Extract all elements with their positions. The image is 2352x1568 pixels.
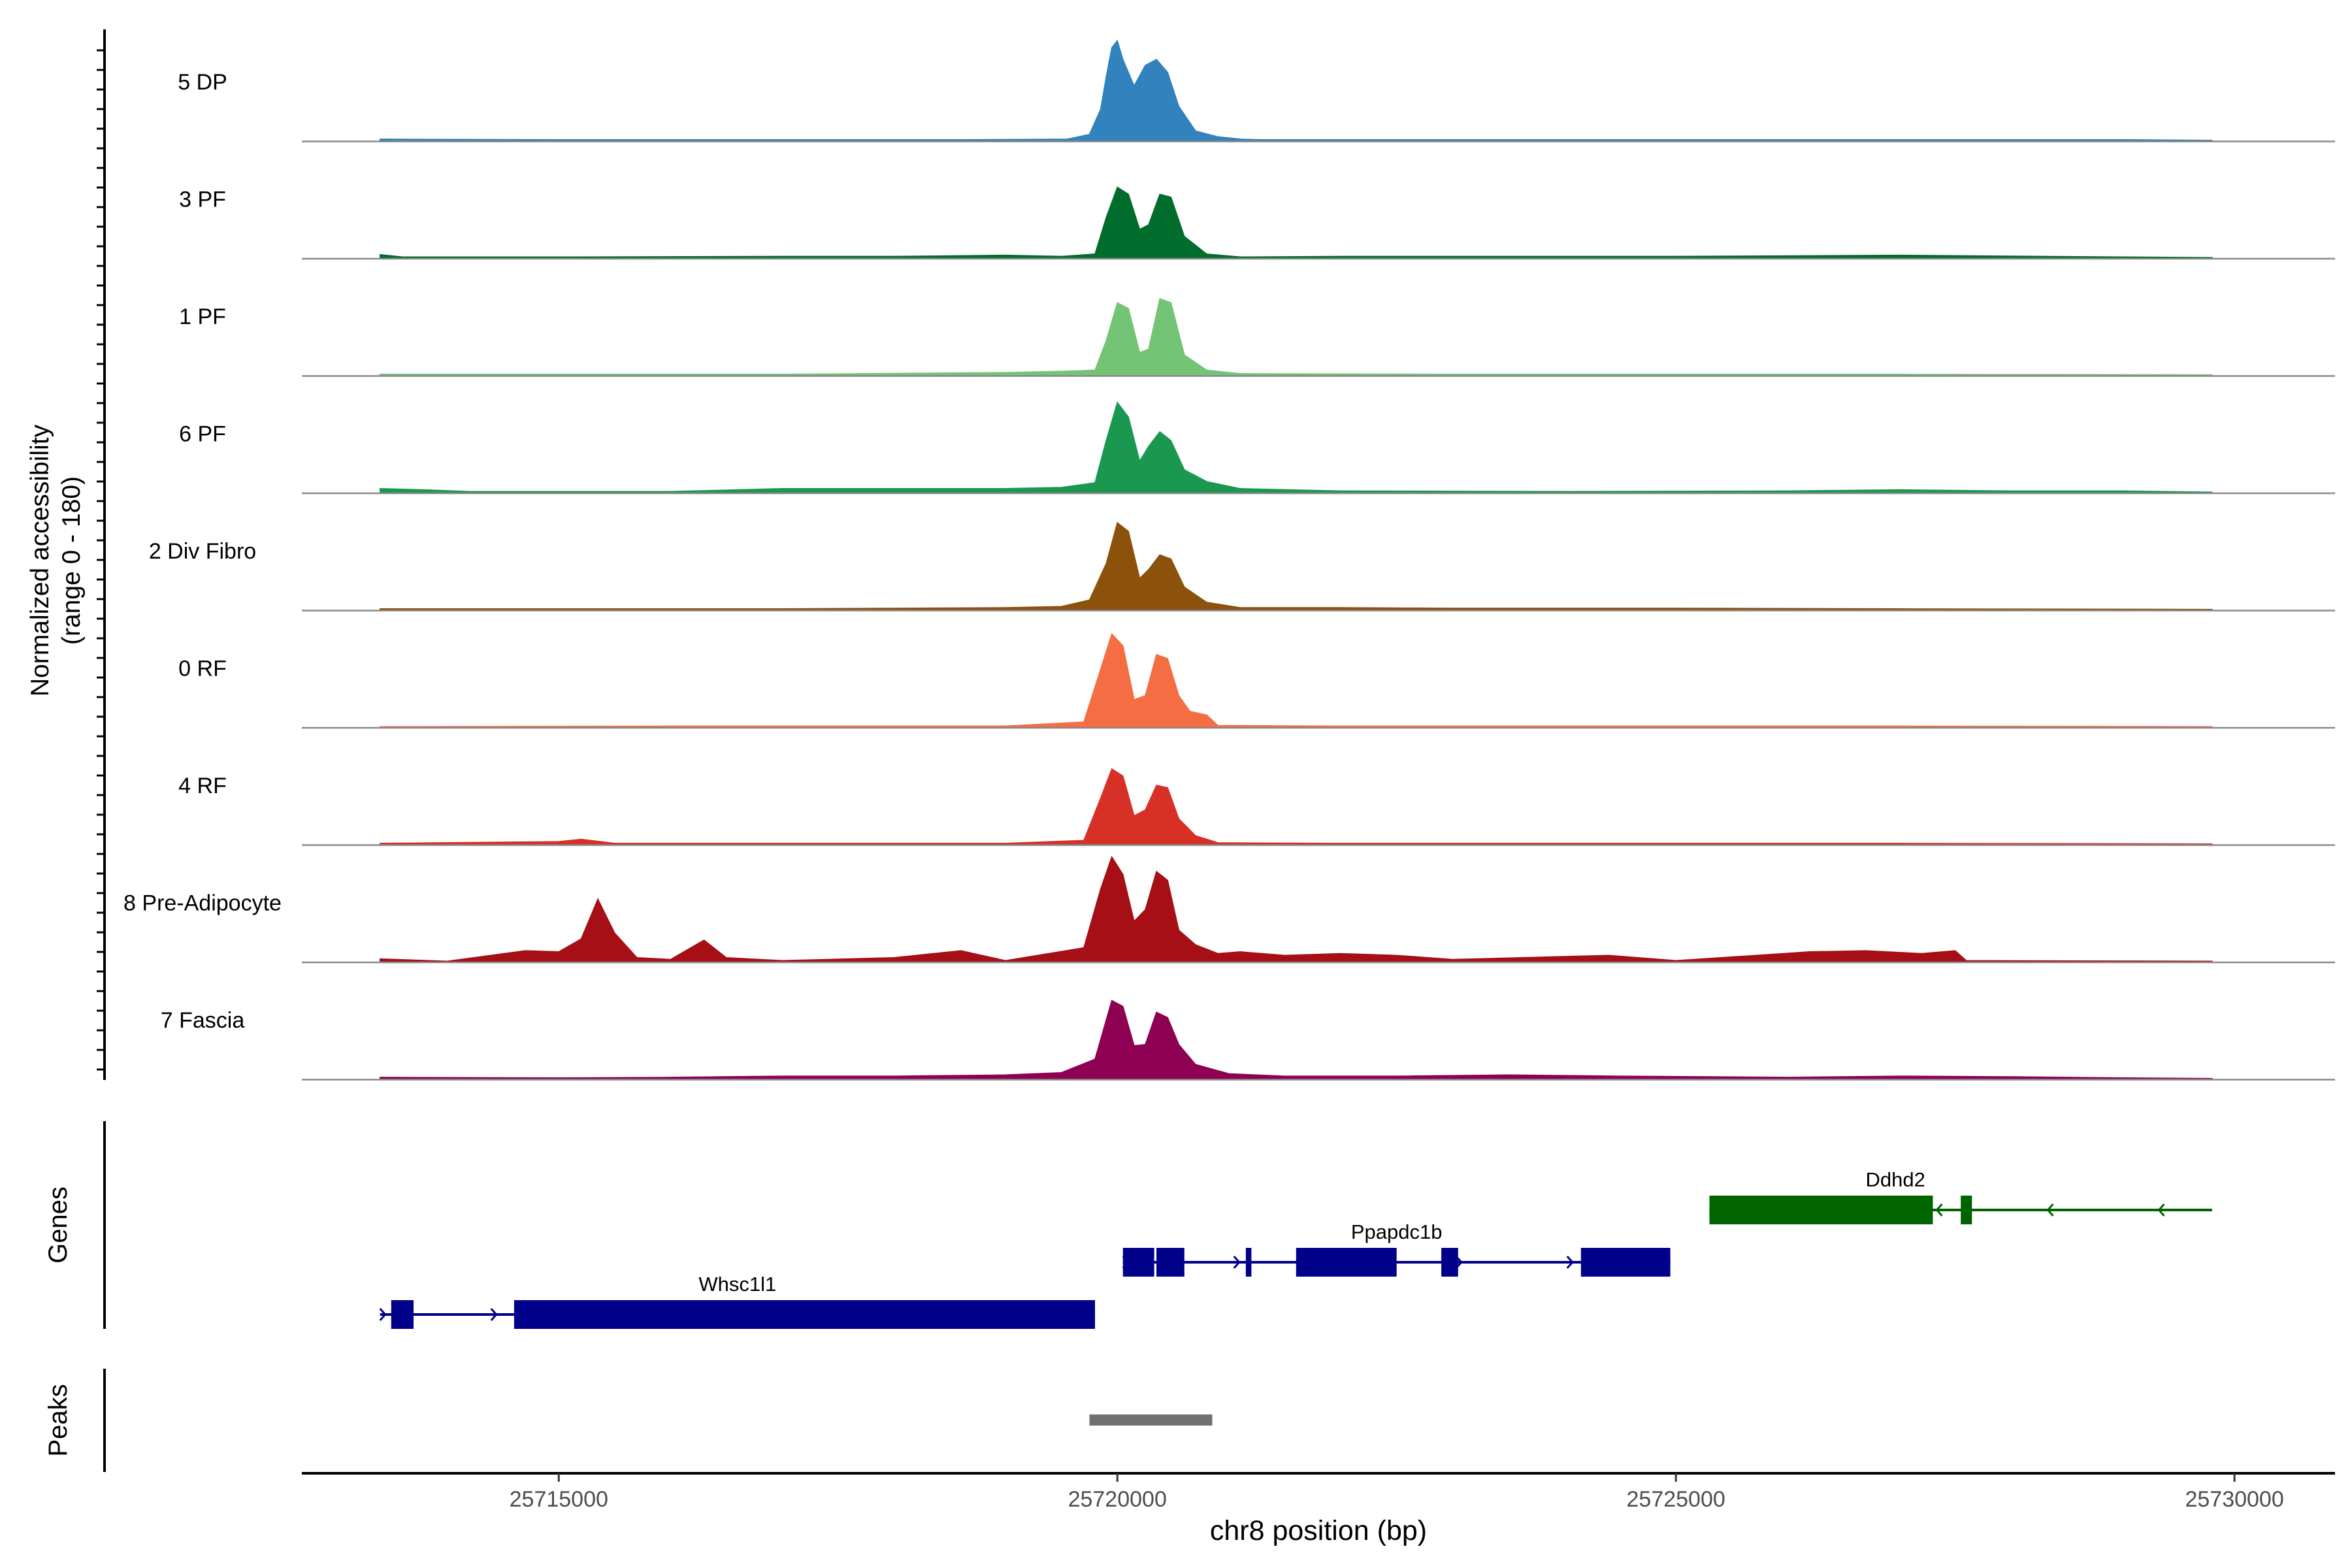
x-axis-ticks: 25715000 25720000 25725000 25730000 — [510, 1473, 2284, 1512]
genes-panel-label: Genes — [44, 1186, 73, 1264]
coverage-area — [379, 186, 2213, 259]
gene-exon — [391, 1300, 414, 1329]
x-tick-label: 25720000 — [1068, 1487, 1167, 1512]
peak-regions — [1089, 1414, 1213, 1426]
gene-label: Whsc1l1 — [698, 1273, 776, 1296]
gene-models: Whsc1l1 Ppapdc1b Ddhd2 — [379, 1168, 2212, 1329]
track-label: 0 RF — [178, 657, 227, 681]
gene-model: Ddhd2 — [1709, 1168, 2212, 1224]
coverage-track: 2 Div Fibro — [149, 521, 2335, 612]
y-axis-range: (range 0 - 180) — [57, 476, 86, 645]
coverage-area — [379, 768, 2213, 846]
coverage-track: 7 Fascia — [161, 1000, 2335, 1081]
coverage-track: 0 RF — [178, 632, 2335, 729]
coverage-track: 3 PF — [179, 186, 2335, 260]
gene-exon — [1296, 1248, 1397, 1277]
coverage-area — [379, 855, 2213, 963]
track-label: 3 PF — [179, 188, 226, 212]
coverage-track: 4 RF — [178, 768, 2335, 846]
left-axis — [97, 29, 106, 1080]
strand-arrow — [1566, 1256, 1574, 1269]
coverage-area — [379, 298, 2213, 377]
coverage-area — [379, 401, 2213, 494]
x-axis-title: chr8 position (bp) — [1210, 1515, 1427, 1546]
strand-arrow — [1233, 1256, 1241, 1269]
track-label: 5 DP — [178, 70, 227, 95]
coverage-track: 6 PF — [179, 401, 2335, 495]
coverage-track: 8 Pre-Adipocyte — [123, 855, 2335, 964]
gene-exon — [1709, 1196, 1933, 1224]
gene-label: Ppapdc1b — [1351, 1220, 1443, 1243]
coverage-area — [379, 1000, 2213, 1081]
x-tick-label: 25725000 — [1627, 1487, 1725, 1512]
gene-label: Ddhd2 — [1865, 1168, 1925, 1191]
y-axis-title: Normalized accessibility — [26, 424, 54, 696]
peaks-panel-label: Peaks — [44, 1384, 73, 1456]
strand-arrow — [379, 1308, 387, 1321]
track-label: 1 PF — [179, 304, 226, 329]
gene-exon — [1122, 1248, 1154, 1277]
x-tick-label: 25715000 — [510, 1487, 608, 1512]
strand-arrow — [2046, 1203, 2054, 1217]
gene-exon — [1961, 1196, 1972, 1224]
strand-arrow — [2157, 1203, 2165, 1217]
gene-exon — [1441, 1248, 1458, 1277]
coverage-track: 1 PF — [179, 298, 2335, 377]
strand-arrow — [1935, 1203, 1943, 1217]
coverage-area — [379, 632, 2213, 728]
coverage-track: 5 DP — [178, 39, 2335, 142]
x-tick-label: 25730000 — [2185, 1487, 2283, 1512]
gene-model: Ppapdc1b — [1122, 1220, 1671, 1277]
coverage-area — [379, 39, 2213, 142]
track-label: 8 Pre-Adipocyte — [123, 891, 282, 916]
track-label: 2 Div Fibro — [149, 539, 256, 564]
track-label: 7 Fascia — [161, 1008, 245, 1033]
gene-model: Whsc1l1 — [379, 1273, 1096, 1329]
gene-exon — [1245, 1248, 1252, 1277]
gene-exon — [1156, 1248, 1184, 1277]
peak-bar — [1089, 1414, 1213, 1426]
gene-exon — [514, 1300, 1096, 1329]
track-label: 6 PF — [179, 422, 226, 447]
coverage-area — [379, 521, 2213, 612]
track-label: 4 RF — [178, 774, 227, 798]
coverage-tracks: 5 DP 3 PF 1 PF 6 PF 2 Div Fibro 0 RF 4 RF 8 Pre… — [123, 39, 2335, 1081]
gene-exon — [1580, 1248, 1671, 1277]
strand-arrow — [490, 1308, 498, 1321]
